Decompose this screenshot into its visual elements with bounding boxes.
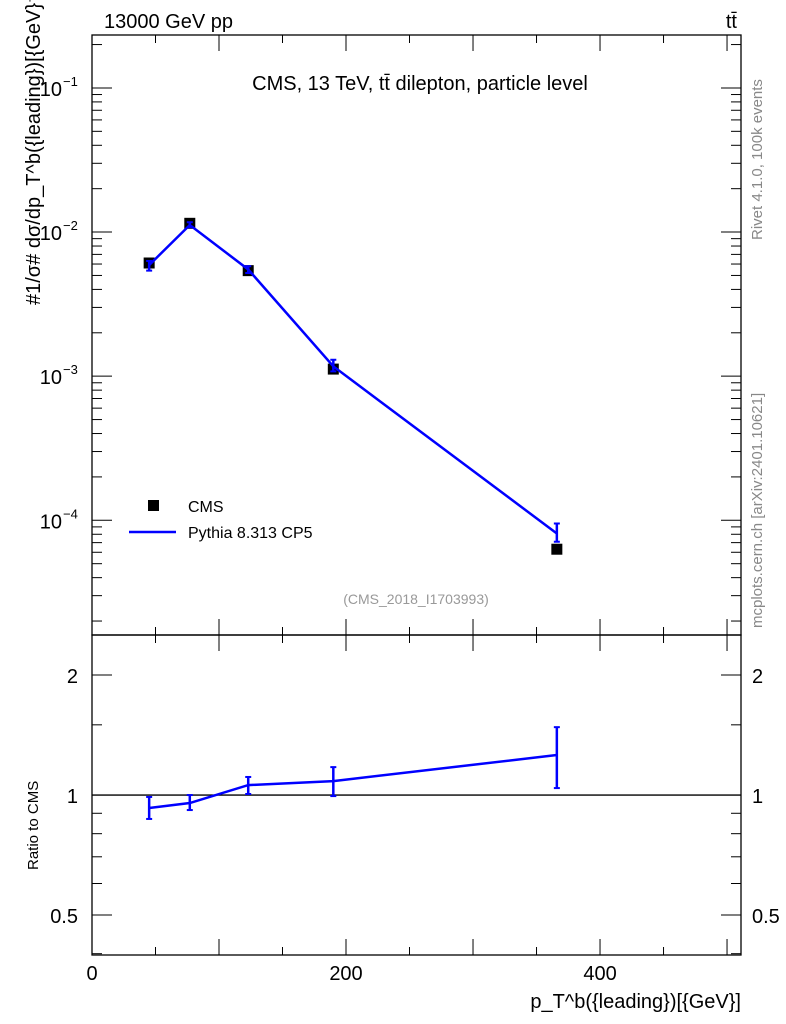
y-tick-label: 10 (40, 79, 62, 101)
cms-data-point (551, 543, 563, 555)
ratio-y-tick-label-right: 2 (752, 666, 763, 688)
x-tick-label: 400 (583, 963, 616, 985)
y-tick-label: 10 (40, 511, 62, 533)
ratio-y-tick-label-right: 1 (752, 786, 763, 808)
y-tick-exponent: −2 (63, 218, 78, 233)
ratio-y-axis-label: Ratio to CMS (25, 781, 42, 870)
x-tick-label: 0 (86, 963, 97, 985)
pythia-line (148, 223, 558, 535)
y-tick-label: 10 (40, 367, 62, 389)
chart-title: CMS, 13 TeV, tt̄ dilepton, particle leve… (252, 73, 588, 95)
ratio-y-tick-label: 1 (67, 786, 78, 808)
main-frame (91, 34, 742, 636)
legend-cms-label: CMS (188, 499, 224, 516)
y-tick-exponent: −1 (63, 74, 78, 89)
header-left: 13000 GeV pp (104, 11, 233, 33)
header-right: tt̄ (726, 11, 738, 33)
y-tick-exponent: −4 (63, 506, 78, 521)
analysis-id: (CMS_2018_I1703993) (343, 591, 489, 607)
x-axis-label: p_T^b({leading})[{GeV}] (530, 991, 741, 1013)
ratio-y-tick-label: 0.5 (50, 906, 78, 928)
side-label-bottom: mcplots.cern.ch [arXiv:2401.10621] (749, 393, 766, 628)
side-label-top: Rivet 4.1.0, 100k events (749, 79, 766, 240)
legend-cms-marker (148, 500, 159, 511)
ratio-y-tick-label-right: 0.5 (752, 906, 780, 928)
legend-pythia-label: Pythia 8.313 CP5 (188, 525, 313, 542)
y-tick-label: 10 (40, 223, 62, 245)
y-axis-label: #1/σ# dσ/dp_T^b({leading})[{GeV}⁻¹] (23, 0, 45, 305)
x-tick-label: 200 (329, 963, 362, 985)
ratio-y-tick-label: 2 (67, 666, 78, 688)
ratio-line (149, 753, 557, 810)
y-tick-exponent: −3 (63, 362, 78, 377)
legend: CMS Pythia 8.313 CP5 (129, 499, 313, 542)
